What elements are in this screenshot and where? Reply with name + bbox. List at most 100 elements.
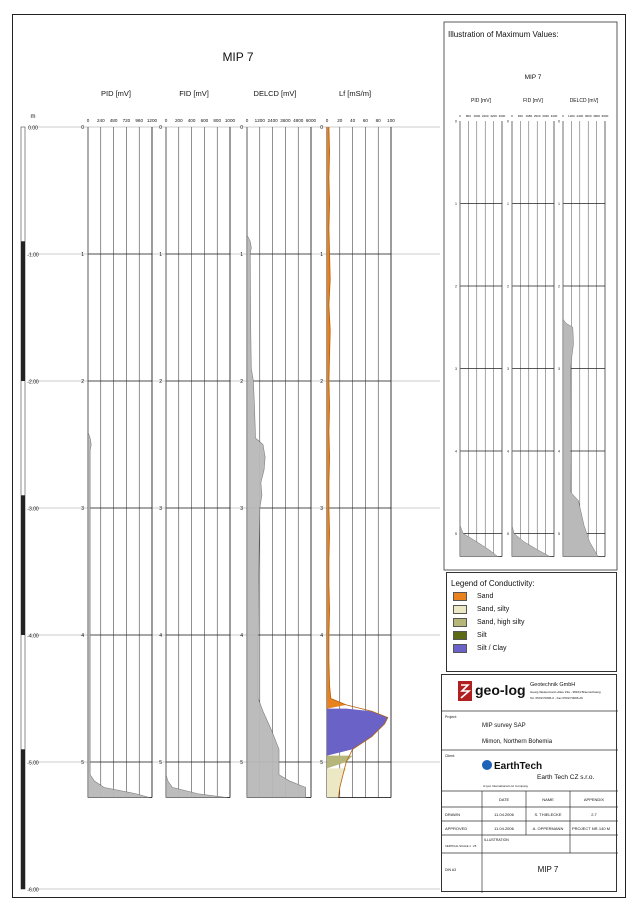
track-depth-label: 5 <box>81 760 84 766</box>
track-tick-label: 240 <box>97 118 105 123</box>
max-track-depth-label: 2 <box>507 285 509 289</box>
max-track-title: DELCD [mV] <box>570 98 599 104</box>
track-depth-label: 0 <box>320 125 323 131</box>
track-depth-label: 2 <box>159 379 162 385</box>
max-track-tick-label: 3360 <box>542 114 549 118</box>
max-track-series-area <box>459 121 499 557</box>
project-line-1: MIP survey SAP <box>482 723 526 729</box>
max-track-tick-label: 2520 <box>534 114 541 118</box>
max-track-tick-label: 0 <box>459 114 461 118</box>
max-track-depth-label: 3 <box>455 367 457 371</box>
track-depth-label: 4 <box>240 633 243 639</box>
track-depth-label: 1 <box>159 252 162 258</box>
track-series-area <box>87 127 150 798</box>
conductivity-layer <box>327 708 388 756</box>
max-track-tick-label: 0 <box>562 114 564 118</box>
depth-tick-label: -1.00 <box>27 253 39 259</box>
legend-swatch <box>453 644 467 653</box>
track-tick-label: 2400 <box>267 118 278 123</box>
client-name: Earth Tech CZ s.r.o. <box>537 774 595 781</box>
project-label: Project: <box>445 715 457 719</box>
max-track-tick-label: 4000 <box>499 114 506 118</box>
track-tick-label: 1200 <box>147 118 158 123</box>
header-appendix: APPENDIX <box>584 797 605 802</box>
max-track-depth-label: 3 <box>558 367 560 371</box>
max-values-panel <box>443 21 618 571</box>
chart-title: MIP 7 <box>222 50 253 64</box>
depth-axis-band <box>21 495 25 635</box>
track-depth-label: 2 <box>240 379 243 385</box>
track-tick-label: 800 <box>213 118 221 123</box>
max-track-tick-label: 840 <box>518 114 523 118</box>
track-depth-label: 5 <box>320 760 323 766</box>
max-track-tick-label: 4800 <box>593 114 600 118</box>
track-tick-label: 600 <box>201 118 209 123</box>
track-depth-label: 4 <box>320 633 323 639</box>
track-tick-label: 4800 <box>293 118 304 123</box>
track-tick-label: 20 <box>337 118 343 123</box>
max-track-depth-label: 5 <box>507 532 509 536</box>
max-track-tick-label: 0 <box>511 114 513 118</box>
track-tick-label: 0 <box>326 118 329 123</box>
project-number-label: PROJECT NR. <box>572 826 599 831</box>
vertical-scale-label: VERTICAL SCALE 1 : 25 <box>445 844 477 848</box>
conductivity-legend: Legend of Conductivity: Sand Sand, silty S… <box>446 572 617 672</box>
max-track-series-area <box>562 121 599 557</box>
depth-tick-label: -2.00 <box>27 380 39 386</box>
track-tick-label: 100 <box>387 118 395 123</box>
track-depth-label: 0 <box>81 125 84 131</box>
max-track-depth-label: 0 <box>507 120 509 124</box>
legend-swatch <box>453 605 467 614</box>
depth-axis-band <box>21 749 25 889</box>
track-depth-label: 5 <box>240 760 243 766</box>
company-name: Geotechnik GmbH <box>530 682 575 688</box>
approved-name: A. OPPERMANN <box>533 826 564 831</box>
track-tick-label: 480 <box>110 118 118 123</box>
track-tick-label: 400 <box>188 118 196 123</box>
track-depth-label: 3 <box>81 506 84 512</box>
track-depth-label: 4 <box>81 633 84 639</box>
din-format-label: DIN A3 <box>445 868 456 872</box>
track-depth-label: 4 <box>159 633 162 639</box>
track-tick-label: 3600 <box>280 118 291 123</box>
legend-label: Sand, silty <box>477 606 510 613</box>
max-track-tick-label: 4200 <box>551 114 558 118</box>
track-title: PID [mV] <box>101 89 131 98</box>
max-track-tick-label: 2400 <box>576 114 583 118</box>
earthtech-logo-mark <box>482 760 492 770</box>
legend-swatch <box>453 592 467 601</box>
legend-item: Silt / Clay <box>453 643 507 654</box>
track-depth-label: 2 <box>81 379 84 385</box>
depth-tick-label: -4.00 <box>27 634 39 640</box>
max-track-depth-label: 0 <box>558 120 560 124</box>
track-title: Lf [mS/m] <box>339 89 371 98</box>
track-depth-label: 3 <box>320 506 323 512</box>
legend-item: Silt <box>453 630 487 641</box>
max-track-tick-label: 1200 <box>568 114 575 118</box>
legend-label: Sand <box>477 593 494 600</box>
track-tick-label: 720 <box>123 118 131 123</box>
legend-title: Legend of Conductivity: <box>451 579 535 588</box>
max-track-tick-label: 3200 <box>490 114 497 118</box>
track-tick-label: 6000 <box>306 118 317 123</box>
drawn-date: 11.04.2006 <box>494 812 514 817</box>
max-track-depth-label: 2 <box>455 285 457 289</box>
conductivity-series-line <box>328 126 389 798</box>
depth-axis-unit: m <box>31 114 36 120</box>
conductivity-layer <box>327 755 353 769</box>
geo-log-logo-text: geo-log <box>475 682 526 698</box>
project-number: 140 M <box>599 826 610 831</box>
track-depth-label: 0 <box>240 125 243 131</box>
max-values-title: Illustration of Maximum Values: <box>448 30 559 39</box>
depth-tick-label: -5.00 <box>27 761 39 767</box>
track-depth-label: 2 <box>320 379 323 385</box>
track-tick-label: 0 <box>87 118 90 123</box>
track-tick-label: 80 <box>376 118 382 123</box>
drawing-sheet-border <box>12 14 626 898</box>
company-phone: Tel. 0531/70096-0 - Fax 0531/70096-29 <box>530 696 583 700</box>
company-address: Georg-Westermann-Allee 23a - 38104 Braun… <box>530 690 601 694</box>
max-track-title: FID [mV] <box>523 98 543 104</box>
track-series-area <box>246 127 306 798</box>
approved-label: APPROVED <box>445 826 467 831</box>
